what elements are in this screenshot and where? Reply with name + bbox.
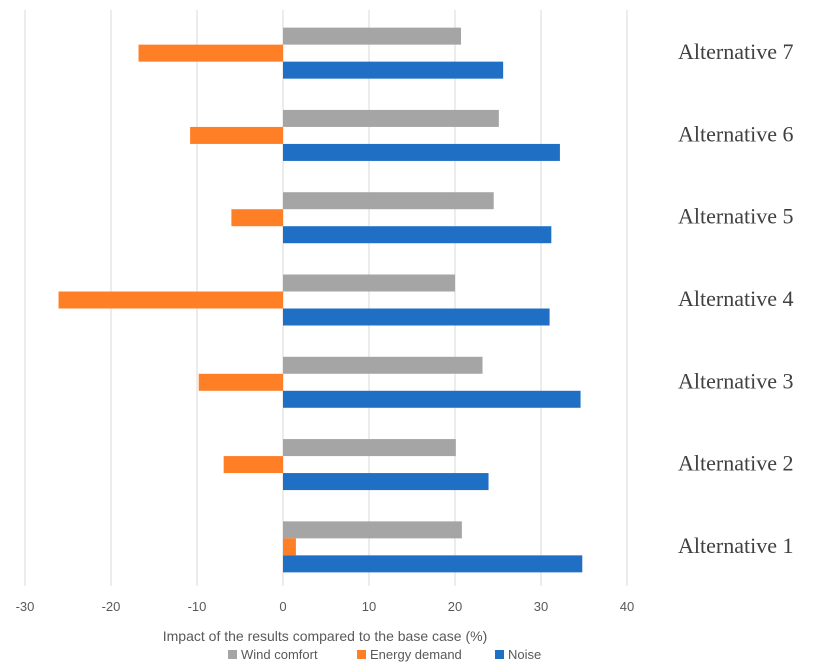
bar-noise	[283, 61, 504, 79]
bar-energy-demand	[283, 538, 296, 556]
bar-wind-comfort	[283, 356, 483, 374]
bar-noise	[283, 390, 581, 408]
bar-energy-demand	[223, 456, 283, 474]
category-label: Alternative 4	[678, 286, 793, 311]
legend: Wind comfort Energy demand Noise	[228, 647, 541, 662]
bar-wind-comfort	[283, 192, 494, 210]
category-label: Alternative 6	[678, 121, 793, 146]
category-label: Alternative 1	[678, 533, 793, 558]
bar-wind-comfort	[283, 27, 462, 45]
legend-swatch	[495, 650, 504, 659]
x-axis-title: Impact of the results compared to the ba…	[163, 628, 488, 644]
bar-noise	[283, 308, 550, 326]
bar-energy-demand	[231, 209, 283, 227]
x-tick-label: -10	[188, 599, 207, 614]
bars	[58, 27, 583, 573]
bar-noise	[283, 555, 583, 573]
x-tick-label: 10	[362, 599, 376, 614]
bar-energy-demand	[198, 373, 283, 391]
bar-noise	[283, 143, 560, 161]
category-labels: Alternative 1 Alternative 2 Alternative 3 A…	[678, 39, 793, 558]
x-tick-label: 30	[534, 599, 548, 614]
bar-noise	[283, 226, 552, 244]
bar-noise	[283, 473, 489, 491]
bar-energy-demand	[190, 126, 283, 144]
category-label: Alternative 3	[678, 368, 793, 393]
bar-wind-comfort	[283, 109, 499, 127]
bar-wind-comfort	[283, 521, 462, 539]
bar-wind-comfort	[283, 274, 455, 292]
bar-energy-demand	[58, 291, 283, 309]
legend-label: Wind comfort	[241, 647, 318, 662]
category-label: Alternative 7	[678, 39, 793, 64]
legend-swatch	[228, 650, 237, 659]
x-tick-label: -20	[102, 599, 121, 614]
bar-energy-demand	[138, 44, 283, 62]
x-tick-label: -30	[16, 599, 35, 614]
category-label: Alternative 2	[678, 451, 793, 476]
legend-label: Noise	[508, 647, 541, 662]
legend-label: Energy demand	[370, 647, 462, 662]
legend-swatch	[357, 650, 366, 659]
category-label: Alternative 5	[678, 204, 793, 229]
x-tick-label: 20	[448, 599, 462, 614]
x-tick-labels: -30 -20 -10 0 10 20 30 40	[16, 599, 635, 614]
bar-wind-comfort	[283, 439, 456, 457]
x-tick-label: 40	[620, 599, 634, 614]
x-tick-label: 0	[279, 599, 286, 614]
